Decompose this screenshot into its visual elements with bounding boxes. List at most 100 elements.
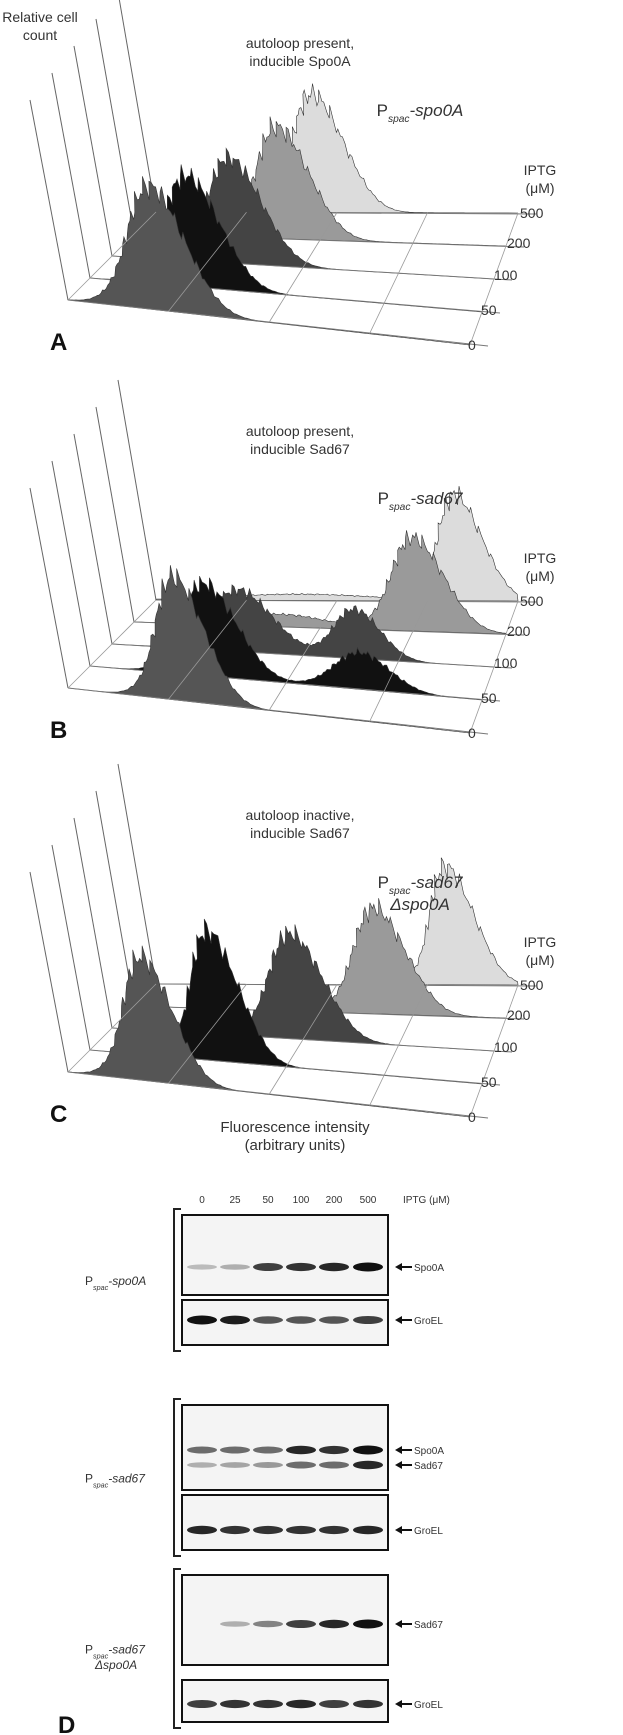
depth-line xyxy=(469,600,519,734)
band xyxy=(187,1700,217,1708)
construct-gene: -spo0A xyxy=(108,1274,146,1288)
histogram-panel: autoloop present, inducible Sad67 Pspac-sa… xyxy=(29,379,557,744)
band xyxy=(286,1262,316,1272)
band xyxy=(187,1264,217,1270)
iptg-level: 50 xyxy=(481,302,497,318)
depth-line xyxy=(67,211,157,301)
label-arrow xyxy=(395,1446,412,1454)
axis-wall xyxy=(29,487,69,689)
band xyxy=(319,1316,349,1324)
band xyxy=(286,1445,316,1455)
construct-gene: -sad67 xyxy=(108,1643,146,1657)
y-axis-label: Relative cell xyxy=(2,9,77,25)
band xyxy=(187,1525,217,1535)
blot-box xyxy=(181,1214,389,1296)
axis-wall xyxy=(118,0,157,213)
x-axis-label: (arbitrary units) xyxy=(245,1137,346,1154)
band xyxy=(253,1446,283,1454)
construct-label: Pspac-sad67 xyxy=(85,1472,146,1490)
label-arrow xyxy=(395,1316,412,1324)
iptg-level: 200 xyxy=(507,235,531,251)
band xyxy=(353,1699,383,1709)
depth-line xyxy=(168,600,247,700)
iptg-level: 0 xyxy=(468,1109,476,1125)
band xyxy=(286,1699,316,1709)
blot-box xyxy=(181,1299,389,1346)
band xyxy=(220,1621,250,1627)
band xyxy=(286,1620,316,1628)
blot-box xyxy=(181,1574,389,1666)
condition-label: inducible Spo0A xyxy=(249,53,351,69)
condition-label: autoloop present, xyxy=(246,35,354,51)
axis-wall xyxy=(51,72,91,279)
label-arrow xyxy=(395,1461,412,1469)
band xyxy=(319,1461,349,1469)
condition-label: autoloop inactive, xyxy=(246,807,355,823)
axis-wall xyxy=(73,433,113,645)
axis-wall xyxy=(95,790,135,1007)
label-arrow xyxy=(395,1700,412,1708)
band xyxy=(353,1262,383,1272)
construct-label: Pspac-sad67 xyxy=(378,873,463,897)
label-arrow xyxy=(395,1620,412,1628)
iptg-level: 100 xyxy=(494,1039,518,1055)
construct-gene: -spo0A xyxy=(410,101,464,120)
iptg-level: 100 xyxy=(494,267,518,283)
label-arrow xyxy=(395,1526,412,1534)
band-label: GroEL xyxy=(414,1700,443,1711)
construct-sub: spac xyxy=(388,114,410,125)
iptg-unit: (μM) xyxy=(525,952,554,968)
construct-sub: spac xyxy=(389,502,411,513)
construct-label: Pspac-sad67 xyxy=(378,489,463,513)
condition-label: inducible Sad67 xyxy=(250,825,350,841)
lane-label: 500 xyxy=(360,1195,377,1206)
depth-line xyxy=(369,212,428,334)
band xyxy=(286,1525,316,1535)
band xyxy=(253,1316,283,1324)
band xyxy=(220,1315,250,1325)
band-label: Spo0A xyxy=(414,1446,444,1457)
depth-line xyxy=(469,212,519,346)
axis-wall xyxy=(51,844,91,1051)
axis-wall xyxy=(117,379,157,601)
iptg-label: IPTG xyxy=(524,162,557,178)
axis-wall xyxy=(51,460,91,667)
band-label: GroEL xyxy=(414,1526,443,1537)
band xyxy=(353,1316,383,1324)
depth-line xyxy=(168,212,247,312)
blot-box xyxy=(181,1404,389,1491)
iptg-label: IPTG xyxy=(524,550,557,566)
axis-wall xyxy=(73,817,113,1029)
band-label: Sad67 xyxy=(414,1461,443,1472)
iptg-level: 0 xyxy=(468,337,476,353)
histogram-panel: autoloop inactive, inducible Sad67 Pspac-s… xyxy=(29,763,556,1154)
band xyxy=(319,1525,349,1535)
lane-label: 100 xyxy=(293,1195,310,1206)
panel-letter: C xyxy=(50,1101,67,1128)
band xyxy=(253,1462,283,1468)
construct-sub: spac xyxy=(93,1283,109,1292)
iptg-level: 500 xyxy=(520,977,544,993)
construct-gene2: Δspo0A xyxy=(94,1658,137,1672)
condition-label: inducible Sad67 xyxy=(250,441,350,457)
band xyxy=(220,1699,250,1709)
row-baseline xyxy=(67,299,489,347)
y-axis-label: count xyxy=(23,27,57,43)
band xyxy=(253,1699,283,1709)
iptg-level: 500 xyxy=(520,593,544,609)
iptg-level: 200 xyxy=(507,623,531,639)
row-baseline xyxy=(67,1071,489,1119)
construct-prefix: P xyxy=(85,1643,93,1657)
band xyxy=(187,1315,217,1325)
iptg-unit: (μM) xyxy=(525,568,554,584)
label-arrow xyxy=(395,1263,412,1271)
row-baseline xyxy=(67,687,489,735)
iptg-level: 100 xyxy=(494,655,518,671)
blot-box xyxy=(181,1494,389,1551)
band xyxy=(319,1619,349,1629)
lane-label: 0 xyxy=(199,1195,205,1206)
iptg-level: 0 xyxy=(468,725,476,741)
panel-letter: D xyxy=(58,1712,75,1735)
band xyxy=(220,1446,250,1454)
